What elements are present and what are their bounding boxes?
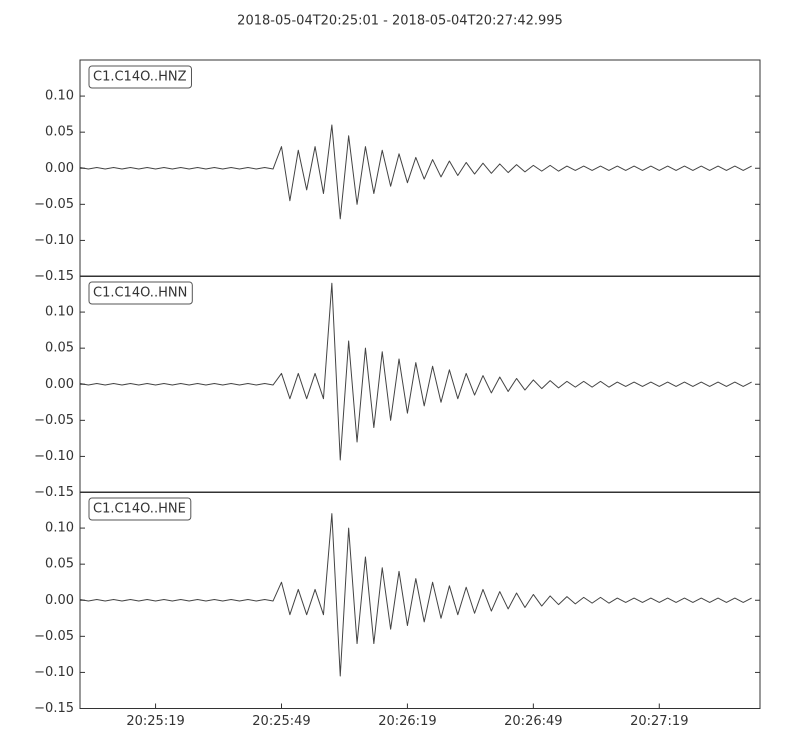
- y-tick-label: 0.10: [45, 305, 74, 320]
- y-tick-label: 0.10: [45, 89, 74, 104]
- x-tick-label: 20:26:49: [504, 714, 562, 729]
- x-tick-label: 20:26:19: [378, 714, 436, 729]
- trace-label-box: [88, 281, 193, 305]
- trace-label-box: [88, 65, 192, 89]
- x-tick-label: 20:27:19: [630, 714, 688, 729]
- waveform: [80, 282, 752, 461]
- y-tick-label: −0.15: [34, 701, 74, 716]
- y-tick-label: 0.00: [45, 161, 74, 176]
- trace-label-box: [88, 497, 192, 521]
- waveform: [80, 124, 752, 220]
- y-tick-label: −0.10: [34, 233, 74, 248]
- trace-label: C1.C14O..HNZ: [93, 70, 187, 85]
- x-tick-label: 20:25:49: [252, 714, 310, 729]
- y-tick-label: −0.10: [34, 449, 74, 464]
- trace-label: C1.C14O..HNN: [93, 286, 187, 301]
- y-tick-label: 0.00: [45, 377, 74, 392]
- chart-title: 2018-05-04T20:25:01 - 2018-05-04T20:27:4…: [237, 14, 563, 29]
- y-tick-label: −0.05: [34, 413, 74, 428]
- y-tick-label: 0.00: [45, 593, 74, 608]
- y-tick-label: 0.05: [45, 557, 74, 572]
- waveform: [80, 513, 752, 677]
- y-tick-label: 0.05: [45, 341, 74, 356]
- y-tick-label: −0.10: [34, 665, 74, 680]
- y-tick-label: −0.05: [34, 629, 74, 644]
- x-tick-label: 20:25:19: [126, 714, 184, 729]
- y-tick-label: −0.15: [34, 485, 74, 500]
- y-tick-label: −0.05: [34, 197, 74, 212]
- y-tick-label: 0.05: [45, 125, 74, 140]
- y-tick-label: −0.15: [34, 269, 74, 284]
- trace-label: C1.C14O..HNE: [93, 502, 186, 517]
- y-tick-label: 0.10: [45, 521, 74, 536]
